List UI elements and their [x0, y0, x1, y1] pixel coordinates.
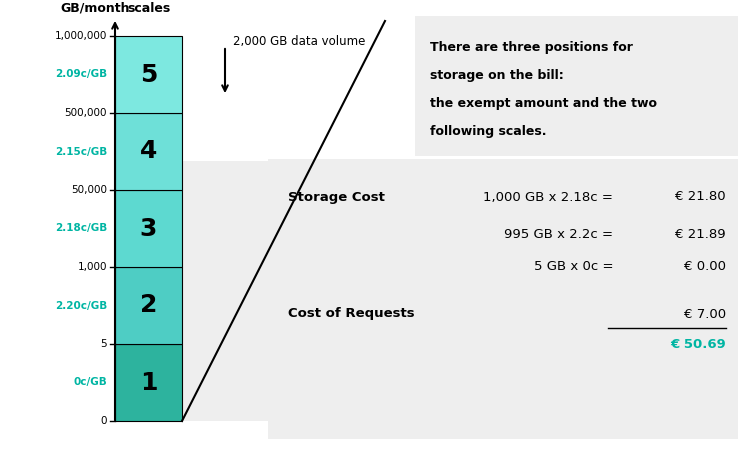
Text: Cost of Requests: Cost of Requests [288, 308, 415, 321]
Text: € 50.69: € 50.69 [670, 337, 726, 350]
Text: 1: 1 [140, 371, 157, 395]
Text: 5: 5 [140, 63, 157, 87]
Text: 3: 3 [140, 216, 157, 240]
Text: 4: 4 [140, 139, 157, 164]
Polygon shape [182, 161, 738, 421]
Text: 0c/GB: 0c/GB [74, 377, 107, 387]
Bar [115, 190, 182, 267]
Text: 0: 0 [101, 416, 107, 426]
Text: € 21.89: € 21.89 [675, 227, 726, 240]
Text: GB/month: GB/month [60, 1, 129, 14]
Text: 50,000: 50,000 [71, 185, 107, 195]
Text: 5 GB x 0c =: 5 GB x 0c = [533, 261, 613, 273]
Text: 1,000,000: 1,000,000 [55, 31, 107, 41]
Text: scales: scales [127, 1, 170, 14]
Bar [268, 159, 738, 439]
Text: 2.18c/GB: 2.18c/GB [55, 224, 107, 234]
Bar [115, 36, 182, 113]
Text: 1,000 GB x 2.18c =: 1,000 GB x 2.18c = [483, 190, 613, 203]
Text: € 0.00: € 0.00 [684, 261, 726, 273]
Text: 500,000: 500,000 [65, 108, 107, 118]
Text: 2.09c/GB: 2.09c/GB [55, 69, 107, 79]
Bar [115, 344, 182, 421]
Bar [115, 267, 182, 344]
Text: Storage Cost: Storage Cost [288, 190, 385, 203]
Text: € 21.80: € 21.80 [675, 190, 726, 203]
Text: 995 GB x 2.2c =: 995 GB x 2.2c = [504, 227, 613, 240]
Text: € 7.00: € 7.00 [684, 308, 726, 321]
Text: 2.15c/GB: 2.15c/GB [55, 147, 107, 156]
Text: following scales.: following scales. [430, 125, 547, 138]
Bar [115, 113, 182, 190]
Text: the exempt amount and the two: the exempt amount and the two [430, 97, 657, 110]
Text: There are three positions for: There are three positions for [430, 41, 633, 54]
Bar [415, 16, 738, 156]
Text: 2.20c/GB: 2.20c/GB [55, 300, 107, 310]
Text: 2,000 GB data volume: 2,000 GB data volume [233, 34, 366, 47]
Text: 1,000: 1,000 [77, 262, 107, 272]
Text: 2: 2 [140, 294, 157, 318]
Text: storage on the bill:: storage on the bill: [430, 69, 564, 82]
Text: 5: 5 [101, 339, 107, 349]
